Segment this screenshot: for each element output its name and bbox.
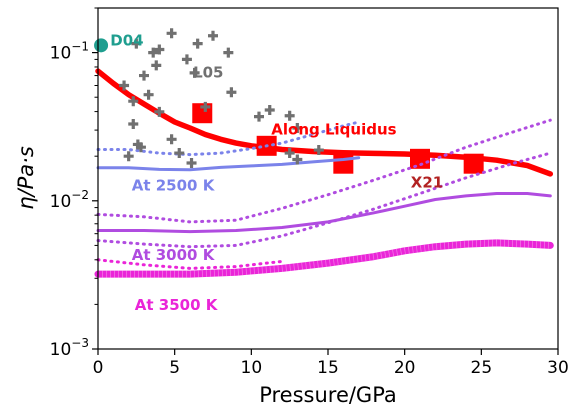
- data-point-plus-5: [139, 70, 149, 81]
- annotation-5: At 3000 K: [132, 246, 216, 264]
- data-point-plus-29: [148, 47, 159, 58]
- annotation-6: At 3500 K: [135, 296, 219, 314]
- data-point-plus-18: [284, 148, 295, 159]
- series-line-3: [96, 120, 361, 157]
- y-axis-title: η/Pa·s: [14, 146, 38, 210]
- data-point-plus-22: [151, 60, 162, 71]
- series-line-7: [94, 239, 554, 278]
- annotations: D04 L05 Along Liquidus X21 At 2500 K At 3000 …: [110, 31, 443, 314]
- x-axis-title: Pressure/GPa: [259, 383, 397, 407]
- axis-ticks: 0 5 10 15 20 25 30 10−3 10−2 10−1: [50, 7, 569, 378]
- series-line-2: [96, 156, 361, 172]
- series-line-texture-7: [98, 239, 551, 278]
- data-point-plus-25: [223, 47, 234, 58]
- data-point-plus-7: [154, 106, 165, 117]
- data-point-plus-6: [143, 89, 154, 100]
- data-point-plus-4: [135, 142, 146, 153]
- y-tick-label-1: 10−2: [50, 188, 89, 212]
- series-line-5: [96, 118, 552, 224]
- x-tick-label-6: 30: [547, 358, 569, 378]
- plot-marks: [94, 28, 554, 278]
- data-point-plus-19: [313, 145, 324, 156]
- x-tick-label-5: 25: [471, 358, 493, 378]
- data-point-plus-16: [284, 110, 295, 121]
- data-point-plus-20: [292, 154, 303, 165]
- annotation-3: X21: [411, 173, 443, 191]
- y-tick-label-0: 10−3: [50, 336, 89, 360]
- x-tick-label-3: 15: [317, 358, 339, 378]
- data-point-square-3: [410, 148, 430, 169]
- series-line-4: [96, 192, 552, 234]
- data-point-plus-13: [226, 87, 237, 98]
- annotation-2: Along Liquidus: [271, 121, 396, 139]
- data-point-plus-2: [128, 96, 139, 107]
- data-point-square-4: [463, 153, 484, 174]
- x-tick-label-2: 10: [241, 358, 263, 378]
- series-line-6: [96, 151, 552, 249]
- annotation-4: At 2500 K: [132, 177, 216, 195]
- data-point-square-2: [333, 153, 354, 174]
- data-point-plus-14: [254, 111, 264, 122]
- series-line-8: [96, 258, 284, 270]
- x-tick-label-4: 20: [394, 358, 416, 378]
- data-point-plus-26: [192, 38, 203, 49]
- data-point-plus-12: [200, 101, 211, 112]
- data-point-plus-21: [119, 80, 130, 91]
- data-point-plus-28: [131, 38, 142, 49]
- data-point-plus-9: [174, 148, 185, 159]
- data-point-plus-11: [189, 67, 200, 78]
- x-tick-label-1: 5: [169, 358, 180, 378]
- x-tick-label-0: 0: [93, 358, 104, 378]
- data-point-plus-0: [123, 151, 134, 162]
- data-point-plus-17: [292, 122, 303, 133]
- y-tick-label-2: 10−1: [50, 40, 89, 64]
- data-point-plus-23: [181, 54, 192, 65]
- data-point-circle-0: [94, 38, 109, 53]
- data-point-plus-10: [186, 157, 197, 168]
- data-point-plus-27: [154, 44, 165, 55]
- data-point-plus-1: [128, 118, 139, 129]
- data-point-plus-8: [166, 134, 177, 145]
- annotation-0: D04: [110, 31, 143, 49]
- series-line-0: [95, 68, 554, 177]
- data-point-plus-15: [264, 104, 275, 115]
- annotation-1: L05: [193, 63, 223, 81]
- data-point-plus-24: [208, 30, 218, 41]
- data-point-plus-30: [166, 28, 177, 39]
